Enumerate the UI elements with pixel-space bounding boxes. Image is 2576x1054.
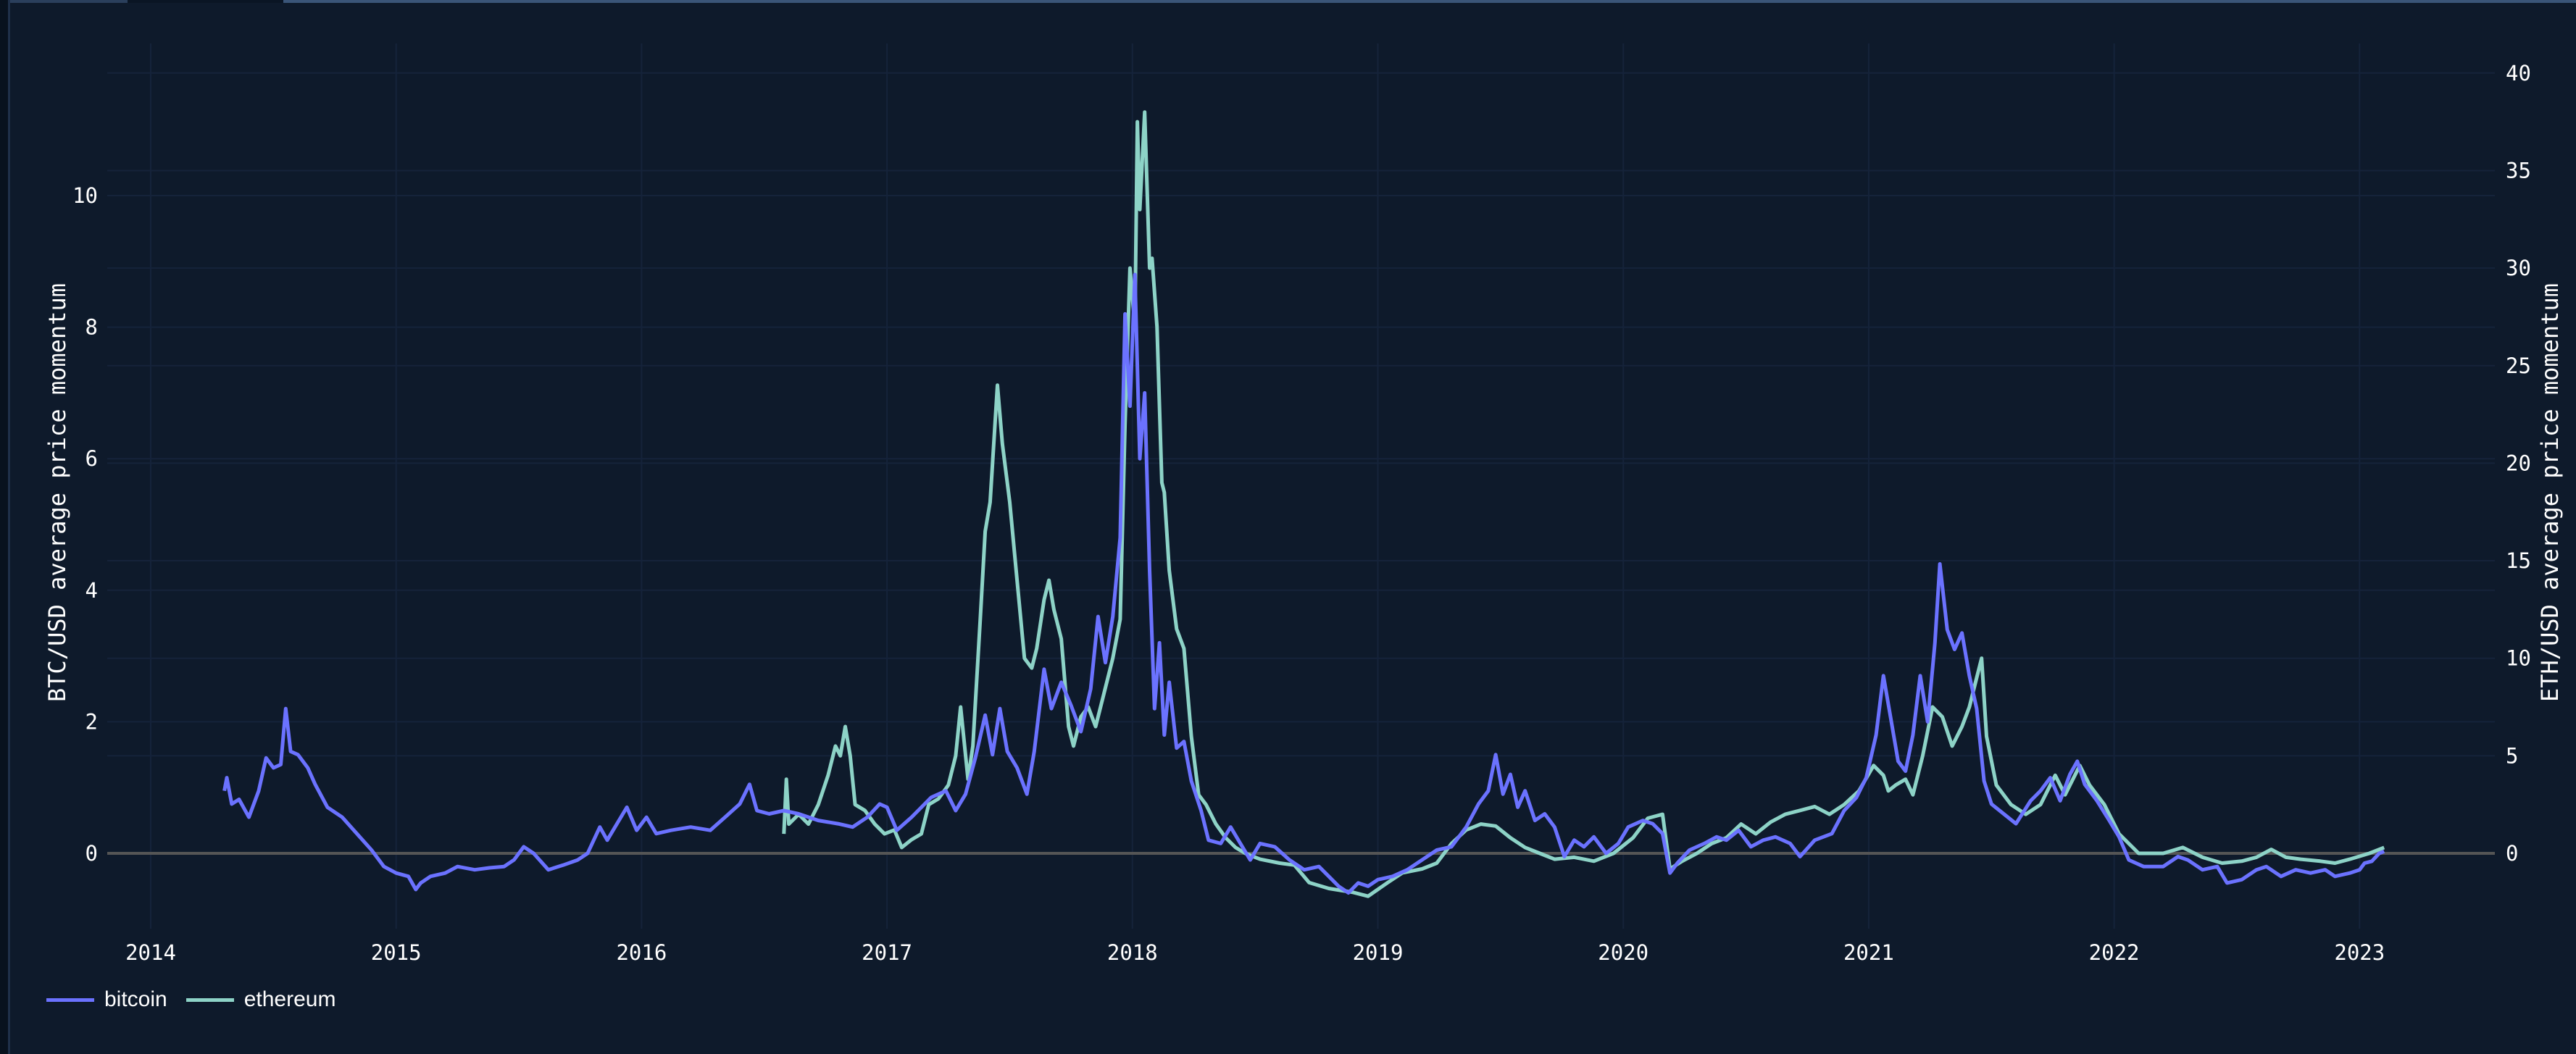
right-tick-label: 40 [2506, 61, 2531, 85]
right-tick-label: 30 [2506, 256, 2531, 280]
right-axis-title: ETH/USD average price momentum [2536, 283, 2564, 702]
x-axis-ticks: 2014 2015 2016 2017 2018 2019 2020 2021 2022 2023 [125, 940, 2385, 965]
x-tick-label: 2019 [1353, 940, 1404, 965]
left-axis-ticks: 0 2 4 6 8 10 [72, 183, 98, 866]
x-tick-label: 2014 [125, 940, 176, 965]
right-tick-label: 10 [2506, 646, 2531, 671]
bitcoin-line-swatch-icon [46, 997, 94, 1002]
left-tick-label: 4 [86, 578, 98, 603]
x-tick-label: 2018 [1107, 940, 1158, 965]
left-tick-label: 6 [86, 446, 98, 471]
right-tick-label: 35 [2506, 158, 2531, 183]
tab-strip-segment [10, 0, 128, 3]
tab-strip [10, 0, 2576, 3]
legend-item-bitcoin[interactable]: bitcoin [46, 987, 167, 1012]
left-tick-label: 0 [86, 841, 98, 866]
window-left-border [0, 0, 10, 1054]
legend: bitcoin ethereum [46, 987, 335, 1012]
legend-label-bitcoin: bitcoin [104, 987, 167, 1011]
series-lines [222, 110, 2385, 898]
right-tick-label: 20 [2506, 451, 2531, 475]
x-tick-label: 2020 [1598, 940, 1648, 965]
x-tick-label: 2021 [1843, 940, 1894, 965]
right-tick-label: 5 [2506, 743, 2518, 768]
bitcoin-series-line [222, 272, 2385, 895]
right-axis-ticks: 0 5 10 15 20 25 30 35 40 [2506, 61, 2531, 866]
tab-strip-active-segment [128, 0, 283, 3]
right-tick-label: 15 [2506, 548, 2531, 573]
left-tick-label: 8 [86, 315, 98, 340]
left-tick-label: 10 [72, 183, 98, 208]
right-tick-label: 25 [2506, 354, 2531, 378]
x-tick-label: 2022 [2089, 940, 2140, 965]
x-tick-label: 2015 [371, 940, 422, 965]
ethereum-line-swatch-icon [186, 997, 234, 1002]
legend-label-ethereum: ethereum [243, 987, 336, 1011]
left-tick-label: 2 [86, 709, 98, 734]
x-tick-label: 2016 [616, 940, 667, 965]
left-axis-title: BTC/USD average price momentum [43, 283, 71, 702]
ethereum-series-line [782, 110, 2385, 898]
grid-lines [107, 43, 2495, 929]
right-tick-label: 0 [2506, 841, 2518, 866]
legend-item-ethereum[interactable]: ethereum [186, 987, 336, 1012]
x-tick-label: 2023 [2334, 940, 2385, 965]
x-tick-label: 2017 [862, 940, 912, 965]
